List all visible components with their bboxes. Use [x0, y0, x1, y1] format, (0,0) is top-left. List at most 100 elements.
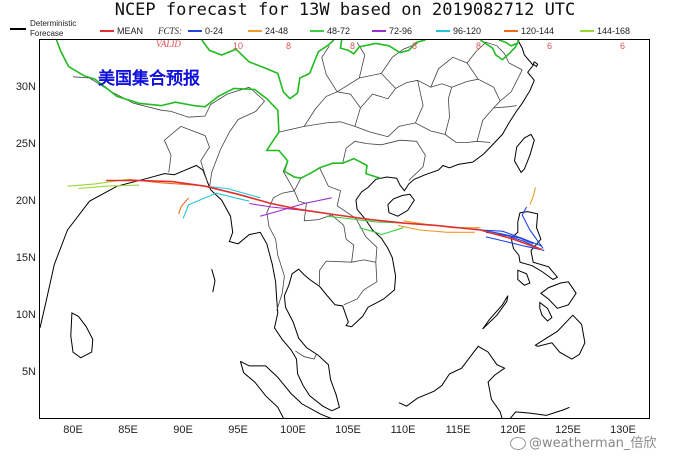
- legend-label-96-120: 96-120: [453, 26, 482, 36]
- coast-sulawesi: [509, 406, 570, 418]
- legend-label-72-96: 72-96: [389, 26, 413, 36]
- coast-mindanao: [534, 314, 586, 360]
- track-144-168-17: [78, 184, 140, 190]
- track-96-120-12: [182, 192, 250, 219]
- coast-sumatra: [240, 360, 332, 418]
- x-tick-85e: 85E: [118, 424, 138, 436]
- watermark: @weatherman_倍欣: [510, 432, 656, 451]
- border-china-provinces-4: [303, 91, 361, 127]
- china-border-northeast: [479, 40, 520, 61]
- legend-bin-0: 0-24: [188, 25, 223, 37]
- legend-row: MEAN FCTS: 0-24 24-48 48-72 72-96 96-120…: [100, 25, 690, 39]
- border-thailand-laos: [293, 190, 355, 286]
- border-myanmar-china: [293, 167, 320, 191]
- swatch-96-120: [436, 29, 450, 32]
- map-panel: [39, 39, 650, 419]
- watermark-text: @weatherman_倍欣: [529, 436, 657, 451]
- border-china-provinces-9: [499, 69, 523, 102]
- border-china-provinces-10: [336, 72, 396, 93]
- y-tick-15n: 15N: [15, 252, 36, 264]
- coast-mindoro: [517, 269, 531, 286]
- track-48-72-9: [359, 227, 404, 236]
- deterministic-line-swatch: [10, 28, 26, 30]
- track-0-24-1: [480, 229, 543, 247]
- coast-sumatra-west: [239, 361, 284, 418]
- legend-label-48-72: 48-72: [327, 26, 351, 36]
- china-border-east: [339, 40, 426, 55]
- map-canvas: [40, 40, 586, 418]
- x-tick-115e: 115E: [445, 424, 471, 436]
- coast-borneo: [398, 345, 506, 418]
- track-0-24-2: [485, 236, 542, 251]
- border-india-myanmar: [209, 100, 265, 188]
- track-0-24-3: [474, 228, 534, 245]
- coast-taiwan: [513, 133, 535, 174]
- valid-day-3: 8: [350, 41, 356, 51]
- valid-day-2: 8: [286, 41, 292, 51]
- chart-title: NCEP forecast for 13W based on 201908271…: [114, 0, 576, 20]
- y-tick-30n: 30N: [15, 81, 36, 93]
- x-tick-120e: 120E: [500, 424, 526, 436]
- legend-mean: MEAN: [100, 25, 143, 37]
- valid-day-1: 10: [233, 41, 244, 51]
- swatch-0-24: [188, 29, 202, 32]
- valid-day-5: 8: [476, 41, 482, 51]
- border-china-provinces-6: [444, 87, 453, 135]
- ensemble-overlay-label: 美国集合预报: [98, 69, 200, 89]
- forecase-label: Forecase: [30, 29, 64, 38]
- legend-bin-4: 96-120: [436, 25, 481, 37]
- x-tick-80e: 80E: [63, 424, 83, 436]
- border-china-provinces-1: [278, 121, 491, 143]
- weibo-icon: [510, 437, 526, 450]
- valid-day-6: 6: [547, 41, 553, 51]
- x-tick-105e: 105E: [335, 424, 361, 436]
- valid-day-4: 8: [412, 41, 418, 51]
- border-china-provinces-3: [354, 78, 479, 127]
- china-border-north-gap: [201, 40, 335, 100]
- coast-negros: [539, 301, 553, 322]
- track-24-48-6: [397, 224, 475, 233]
- y-tick-10n: 10N: [15, 309, 36, 321]
- x-tick-95e: 95E: [228, 424, 248, 436]
- border-myanmar-thailand: [266, 190, 295, 311]
- deterministic-label: Deterministic: [30, 19, 77, 28]
- legend-label-144-168: 144-168: [597, 26, 631, 36]
- coast-visayas: [540, 281, 577, 309]
- border-china-provinces-12: [430, 56, 468, 88]
- swatch-72-96: [372, 29, 386, 32]
- x-tick-90e: 90E: [173, 424, 193, 436]
- border-china-provinces-11: [380, 43, 418, 74]
- coast-hainan: [387, 193, 415, 217]
- swatch-144-168: [580, 29, 594, 32]
- china-border-south: [55, 40, 381, 180]
- legend-fcts: FCTS:: [158, 26, 183, 36]
- valid-label: VALID: [156, 39, 181, 49]
- track-24-48-7: [529, 187, 536, 205]
- y-tick-5n: 5N: [21, 366, 36, 378]
- x-tick-110e: 110E: [390, 424, 416, 436]
- border-china-provinces-8: [493, 105, 517, 109]
- swatch-120-144: [504, 29, 518, 32]
- track-48-72-8: [326, 215, 404, 224]
- border-china-provinces-7: [466, 51, 501, 142]
- swatch-24-48: [248, 29, 262, 32]
- coast-andaman: [211, 269, 216, 293]
- legend-label-120-144: 120-144: [521, 26, 555, 36]
- legend-bin-6: 144-168: [580, 25, 630, 37]
- legend-bin-5: 120-144: [504, 25, 554, 37]
- legend-bin-2: 48-72: [310, 25, 350, 37]
- coast-sri-lanka: [70, 312, 94, 359]
- border-bangladesh: [163, 125, 210, 182]
- x-tick-130e: 130E: [610, 424, 636, 436]
- border-china-provinces-14: [321, 45, 338, 93]
- coast-palawan: [482, 295, 509, 330]
- border-laos-vietnam: [319, 167, 378, 263]
- border-cambodia-vietnam: [343, 259, 378, 306]
- mean-track-18: [106, 179, 543, 251]
- border-china-provinces-13: [475, 41, 523, 71]
- mean-swatch: [100, 29, 114, 32]
- x-tick-125e: 125E: [555, 424, 581, 436]
- china-border-ne2: [498, 40, 518, 47]
- y-tick-20n: 20N: [15, 195, 36, 207]
- legend-bin-1: 24-48: [248, 25, 288, 37]
